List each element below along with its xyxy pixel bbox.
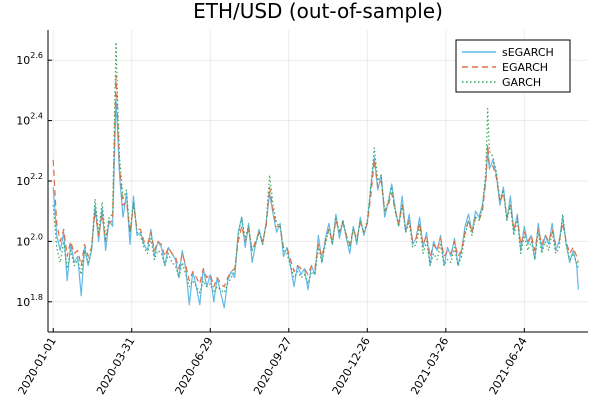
legend-label: sEGARCH xyxy=(502,46,554,59)
x-tick-label: 2021-03-26 xyxy=(408,335,451,397)
chart-title: ETH/USD (out-of-sample) xyxy=(193,0,443,23)
x-tick-label: 2020-06-29 xyxy=(173,335,216,397)
y-tick-label: 101.8 xyxy=(16,293,43,309)
y-tick-label: 102.6 xyxy=(16,51,43,67)
y-tick-label: 102.4 xyxy=(16,112,43,128)
x-tick-label: 2020-09-27 xyxy=(251,335,294,397)
x-tick-label: 2020-01-01 xyxy=(16,335,59,397)
x-tick-label: 2021-06-24 xyxy=(487,335,530,397)
legend-box xyxy=(455,39,571,93)
y-tick-labels: 101.8 102.0 102.2 102.4 102.6 xyxy=(16,51,52,309)
y-tick-label: 102.0 xyxy=(16,232,43,248)
legend-label: EGARCH xyxy=(502,61,548,74)
series-line-garch xyxy=(52,41,579,294)
legend-label: GARCH xyxy=(502,76,541,89)
x-tick-labels: 2020-01-01 2020-03-31 2020-06-29 2020-09-27… xyxy=(16,328,530,397)
legend: sEGARCH EGARCH GARCH xyxy=(455,39,571,93)
x-tick-label: 2020-12-26 xyxy=(330,335,373,397)
x-tick-label: 2020-03-31 xyxy=(94,335,137,397)
series-layer xyxy=(52,41,579,309)
y-tick-label: 102.2 xyxy=(16,172,43,188)
